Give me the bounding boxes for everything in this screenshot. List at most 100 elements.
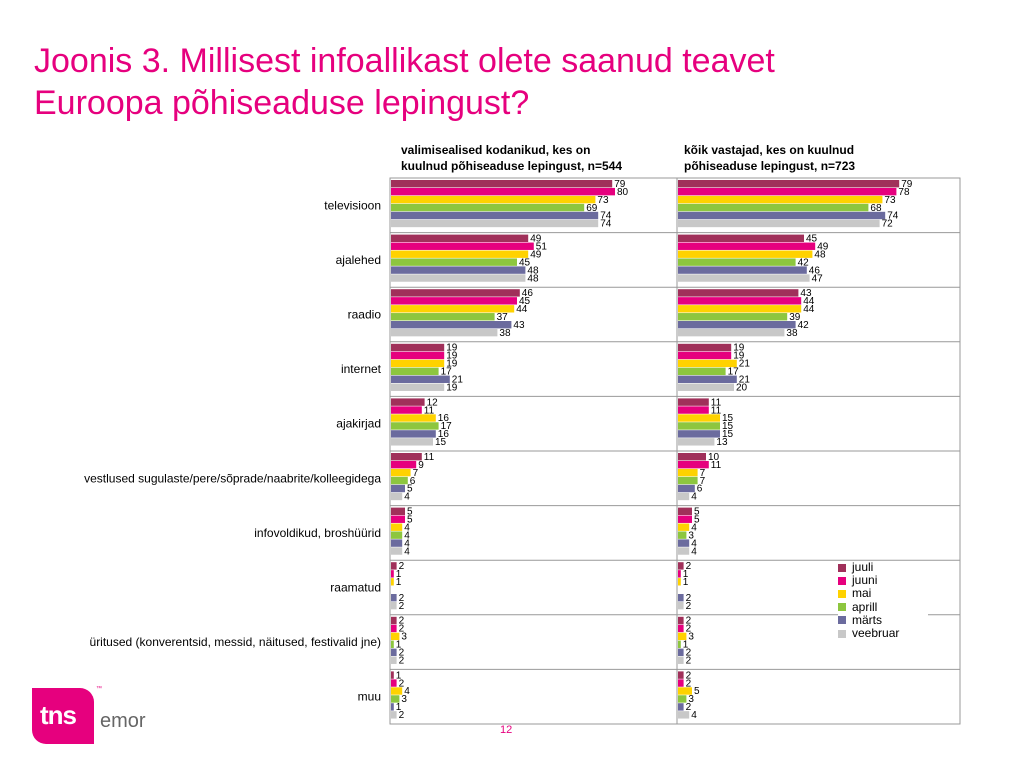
data-label: 44 bbox=[516, 304, 528, 315]
bar-aprill bbox=[678, 476, 698, 485]
data-label: 5 bbox=[407, 507, 413, 518]
category-label: muu bbox=[358, 690, 381, 704]
logo-suffix: emor bbox=[100, 710, 146, 732]
bar-veebruar bbox=[678, 438, 715, 446]
data-label: 11 bbox=[711, 460, 722, 471]
bar-juuni bbox=[391, 515, 405, 523]
bar-veebruar bbox=[678, 328, 785, 337]
bar-aprill bbox=[391, 695, 400, 703]
bar-juuni bbox=[391, 297, 517, 305]
panel-2-title-line2: põhiseaduse lepingust, n=723 bbox=[684, 159, 856, 173]
bar-juuli bbox=[391, 562, 397, 570]
data-label: 46 bbox=[809, 265, 821, 276]
data-label: 4 bbox=[691, 546, 697, 557]
legend-swatch bbox=[838, 576, 846, 585]
bar-märts bbox=[391, 211, 599, 220]
data-label: 11 bbox=[711, 397, 722, 408]
data-label: 3 bbox=[688, 632, 694, 643]
data-label: 2 bbox=[686, 624, 692, 635]
bar-juuli bbox=[391, 671, 394, 679]
bar-märts bbox=[678, 648, 684, 656]
data-label: 38 bbox=[499, 328, 511, 339]
category-label: üritused (konverentsid, messid, näitused… bbox=[90, 635, 381, 649]
data-label: 2 bbox=[399, 616, 405, 627]
data-label: 2 bbox=[399, 561, 405, 572]
data-label: 48 bbox=[527, 265, 539, 276]
data-label: 2 bbox=[399, 624, 405, 635]
bar-juuni bbox=[678, 242, 816, 250]
bar-juuli bbox=[391, 453, 422, 461]
bar-märts bbox=[391, 539, 403, 547]
data-label: 20 bbox=[736, 382, 748, 393]
data-label: 11 bbox=[424, 452, 435, 463]
data-label: 6 bbox=[697, 484, 703, 495]
bar-veebruar bbox=[678, 492, 690, 501]
bar-veebruar bbox=[391, 492, 403, 501]
data-label: 7 bbox=[700, 468, 706, 479]
data-label: 6 bbox=[410, 476, 416, 487]
bar-veebruar bbox=[391, 711, 397, 719]
bar-mai bbox=[678, 250, 813, 258]
bar-juuni bbox=[391, 406, 422, 414]
bar-märts bbox=[391, 484, 405, 493]
data-label: 74 bbox=[600, 211, 612, 222]
data-label: 17 bbox=[441, 367, 453, 378]
data-label: 21 bbox=[739, 359, 751, 370]
bar-mai bbox=[391, 632, 400, 641]
data-label: 49 bbox=[817, 241, 829, 252]
bar-märts bbox=[391, 703, 394, 711]
bar-juuni bbox=[391, 679, 397, 687]
panel-2-title-line1: kõik vastajad, kes on kuulnud bbox=[684, 143, 855, 157]
bar-aprill bbox=[678, 640, 681, 649]
bar-aprill bbox=[678, 422, 720, 430]
bar-juuli bbox=[678, 453, 706, 461]
bar-märts bbox=[391, 266, 526, 274]
data-label: 1 bbox=[683, 577, 689, 588]
legend-swatch bbox=[838, 589, 846, 598]
bar-juuli bbox=[678, 671, 684, 679]
bar-märts bbox=[678, 211, 886, 220]
bar-veebruar bbox=[678, 383, 734, 391]
bar-mai bbox=[391, 414, 436, 422]
data-label: 43 bbox=[800, 288, 812, 299]
bar-juuni bbox=[391, 624, 397, 633]
data-label: 2 bbox=[399, 601, 405, 612]
data-label: 80 bbox=[617, 187, 629, 198]
bar-aprill bbox=[678, 367, 726, 376]
data-label: 19 bbox=[446, 351, 458, 362]
bar-veebruar bbox=[678, 601, 684, 610]
data-label: 15 bbox=[722, 421, 734, 432]
bar-juuli bbox=[391, 343, 445, 352]
bar-juuni bbox=[391, 187, 615, 196]
bar-märts bbox=[678, 539, 690, 547]
bar-aprill bbox=[391, 203, 585, 212]
data-label: 11 bbox=[711, 405, 722, 416]
panel-1-title-line1: valimisealised kodanikud, kes on bbox=[401, 143, 591, 157]
data-label: 79 bbox=[614, 179, 626, 190]
data-label: 49 bbox=[530, 249, 542, 260]
data-label: 42 bbox=[798, 257, 810, 268]
data-label: 1 bbox=[683, 640, 689, 651]
bar-mai bbox=[391, 305, 515, 313]
bar-juuli bbox=[391, 234, 529, 242]
bar-mai bbox=[391, 195, 596, 204]
bar-märts bbox=[678, 594, 684, 602]
data-label: 43 bbox=[513, 320, 525, 331]
bar-juuli bbox=[678, 289, 799, 297]
data-label: 4 bbox=[404, 522, 410, 533]
bar-aprill bbox=[678, 313, 788, 321]
data-label: 13 bbox=[716, 437, 728, 448]
legend-label: veebruar bbox=[852, 625, 900, 640]
data-label: 73 bbox=[884, 195, 896, 206]
data-label: 48 bbox=[527, 273, 539, 284]
bar-aprill bbox=[391, 367, 439, 376]
bar-juuli bbox=[678, 234, 804, 242]
panel-1-title: valimisealised kodanikud, kes on kuulnud… bbox=[401, 142, 622, 174]
bar-veebruar bbox=[391, 438, 433, 446]
legend-item-aprill: aprill bbox=[838, 600, 928, 614]
data-label: 2 bbox=[686, 593, 692, 604]
bar-juuni bbox=[678, 297, 802, 305]
bar-juuli bbox=[391, 398, 425, 406]
bar-märts bbox=[391, 648, 397, 656]
bar-juuni bbox=[678, 679, 684, 687]
